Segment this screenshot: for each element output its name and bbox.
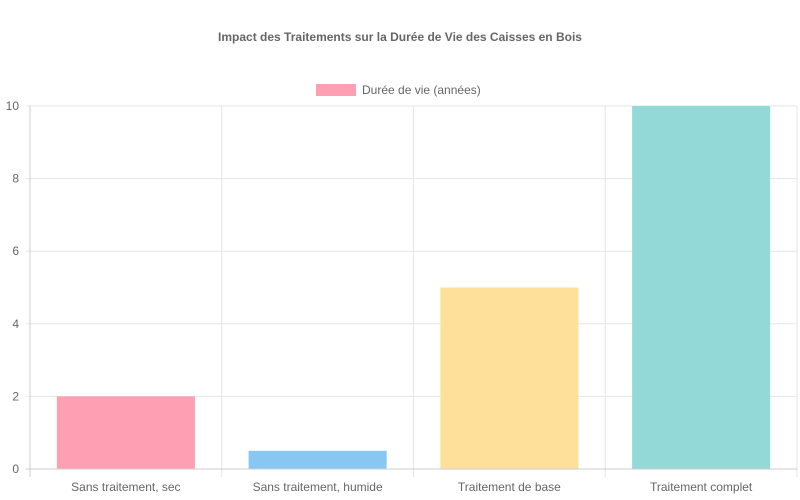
y-tick-label: 4 [12, 317, 19, 331]
x-tick-label: Sans traitement, humide [253, 480, 383, 494]
legend-swatch [316, 84, 356, 96]
x-tick-label: Sans traitement, sec [71, 480, 180, 494]
bar[interactable] [56, 396, 195, 469]
legend[interactable]: Durée de vie (années) [316, 83, 481, 97]
y-tick-label: 10 [6, 99, 20, 113]
bar[interactable] [440, 287, 579, 470]
chart-title: Impact des Traitements sur la Durée de V… [218, 30, 582, 44]
bar[interactable] [248, 450, 387, 469]
bar[interactable] [632, 106, 771, 469]
y-tick-label: 8 [12, 172, 19, 186]
y-tick-label: 0 [12, 462, 19, 476]
x-tick-label: Traitement complet [650, 480, 753, 494]
y-tick-labels: 0 2 4 6 8 10 [6, 99, 20, 476]
x-tick-labels: Sans traitement, sec Sans traitement, hum… [71, 480, 753, 494]
legend-label: Durée de vie (années) [362, 83, 481, 97]
y-tick-label: 2 [12, 389, 19, 403]
axes [26, 106, 797, 477]
bars [56, 106, 771, 470]
x-tick-label: Traitement de base [458, 480, 561, 494]
y-tick-label: 6 [12, 244, 19, 258]
